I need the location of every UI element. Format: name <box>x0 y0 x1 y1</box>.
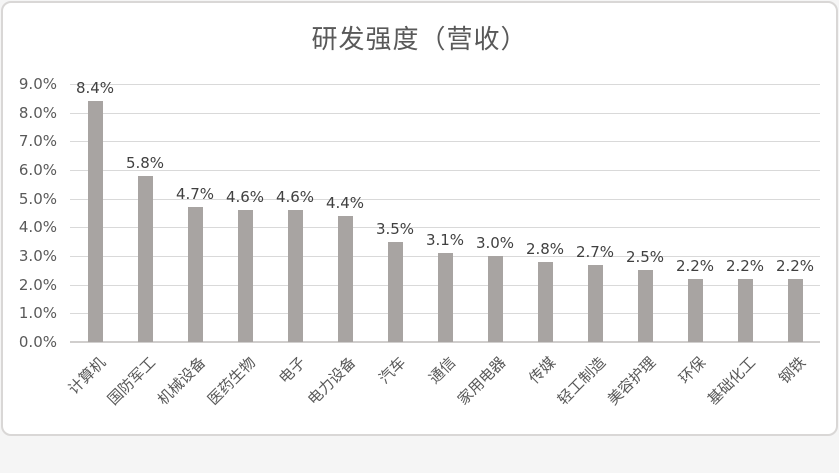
gridline <box>70 141 820 143</box>
bar-value-label: 2.7% <box>575 242 615 261</box>
bar-value-label: 2.8% <box>525 239 565 258</box>
bar-value-label: 8.4% <box>75 79 115 98</box>
y-axis-tick-label: 8.0% <box>18 103 57 122</box>
bar-value-label: 4.6% <box>275 188 315 207</box>
bar-机械设备 <box>187 207 203 342</box>
bar-轻工制造 <box>587 264 603 342</box>
y-axis-tick-label: 1.0% <box>18 304 57 323</box>
bar-通信 <box>437 253 453 342</box>
bar-美容护理 <box>637 270 653 342</box>
bar-传媒 <box>537 261 553 342</box>
bar-电力设备 <box>337 215 353 342</box>
bar-医药生物 <box>237 210 253 342</box>
y-axis-tick-label: 3.0% <box>18 247 57 265</box>
bar-环保 <box>687 278 703 342</box>
gridline <box>70 170 820 171</box>
gridline <box>70 84 820 85</box>
bar-value-label: 2.2% <box>775 256 815 275</box>
y-axis-tick-label: 6.0% <box>18 161 57 179</box>
gridline <box>70 198 820 200</box>
chart-container: 研发强度（营收） 0.0% 1.0% 2.0% 3.0% 4.0% 5.0% 6.0% 7.0… <box>1 1 838 436</box>
bar-value-label: 4.7% <box>175 185 215 204</box>
bar-汽车 <box>387 241 403 342</box>
bar-家用电器 <box>487 256 503 342</box>
chart-title: 研发强度（营收） <box>311 25 528 55</box>
bar-国防军工 <box>137 175 153 342</box>
bar-电子 <box>287 210 303 342</box>
y-axis-tick-label: 5.0% <box>18 189 57 208</box>
bar-value-label: 3.0% <box>475 234 515 252</box>
x-axis-line <box>70 341 820 343</box>
bar-基础化工 <box>737 278 753 342</box>
bar-value-label: 5.8% <box>125 153 165 172</box>
bar-value-label: 2.5% <box>625 248 665 267</box>
bar-value-label: 4.6% <box>225 188 265 207</box>
y-axis-tick-label: 9.0% <box>18 75 57 93</box>
bar-value-label: 3.5% <box>375 219 415 238</box>
y-axis-tick-label: 2.0% <box>18 275 57 294</box>
plot-area: 8.4% 5.8% 4.7% 4.6% 4.6% 4.4% 3.5% 3.1% 3.0% 2.8%… <box>70 79 820 343</box>
bar-钢铁 <box>787 278 803 342</box>
bar-value-label: 2.2% <box>725 256 765 275</box>
bar-value-label: 3.1% <box>425 231 465 250</box>
y-axis-tick-label: 4.0% <box>18 218 57 237</box>
gridline <box>70 227 820 229</box>
gridline <box>70 112 820 114</box>
y-axis-tick-label: 7.0% <box>18 132 57 151</box>
bar-value-label: 2.2% <box>675 256 715 275</box>
y-axis-tick-label: 0.0% <box>18 333 57 351</box>
bar-value-label: 4.4% <box>325 193 365 212</box>
bar-计算机 <box>87 101 103 342</box>
